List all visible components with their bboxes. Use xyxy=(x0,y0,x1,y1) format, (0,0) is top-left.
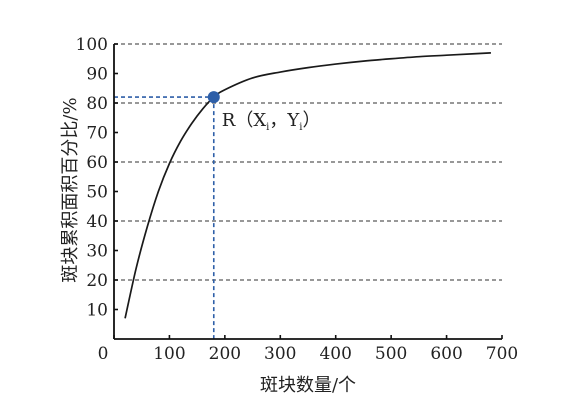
x-tick-label: 300 xyxy=(264,344,296,364)
annotation-subscript: i xyxy=(266,122,269,133)
axes xyxy=(113,44,502,340)
x-tick-label: 100 xyxy=(153,344,185,364)
gridlines xyxy=(114,43,502,281)
x-axis-ticks: 0 100 200 300 400 500 600 700 xyxy=(98,335,518,364)
y-tick-label: 10 xyxy=(86,301,108,321)
annotation-text: R（X xyxy=(222,110,267,131)
x-tick-label: 500 xyxy=(375,344,407,364)
highlight-point-R xyxy=(207,91,220,104)
highlight-group: R（Xi，Yi） xyxy=(207,91,321,133)
y-tick-label: 40 xyxy=(86,212,108,232)
y-axis-ticks: 10 20 30 40 50 60 70 80 90 100 xyxy=(76,35,118,321)
x-axis-label: 斑块数量/个 xyxy=(260,375,356,396)
guide-lines xyxy=(114,96,215,339)
y-tick-label: 100 xyxy=(76,35,108,55)
x-tick-label: 0 xyxy=(98,344,109,364)
x-tick-label: 400 xyxy=(319,344,351,364)
annotation-R: R（Xi，Yi） xyxy=(222,110,321,133)
series-line xyxy=(124,52,491,319)
y-tick-label: 50 xyxy=(86,183,108,203)
annotation-subscript: i xyxy=(299,122,302,133)
y-axis-label: 斑块累积面积百分比/% xyxy=(60,97,81,282)
x-tick-label: 200 xyxy=(209,344,241,364)
y-tick-label: 80 xyxy=(86,94,108,114)
y-tick-label: 20 xyxy=(86,271,108,291)
y-tick-label: 30 xyxy=(86,242,108,262)
annotation-text: ，Y xyxy=(269,110,300,131)
annotation-text: ） xyxy=(302,110,320,131)
x-tick-label: 700 xyxy=(486,344,518,364)
y-tick-label: 90 xyxy=(86,65,108,85)
x-tick-label: 600 xyxy=(430,344,462,364)
y-tick-label: 70 xyxy=(86,124,108,144)
y-tick-label: 60 xyxy=(86,153,108,173)
series-group xyxy=(124,52,491,319)
